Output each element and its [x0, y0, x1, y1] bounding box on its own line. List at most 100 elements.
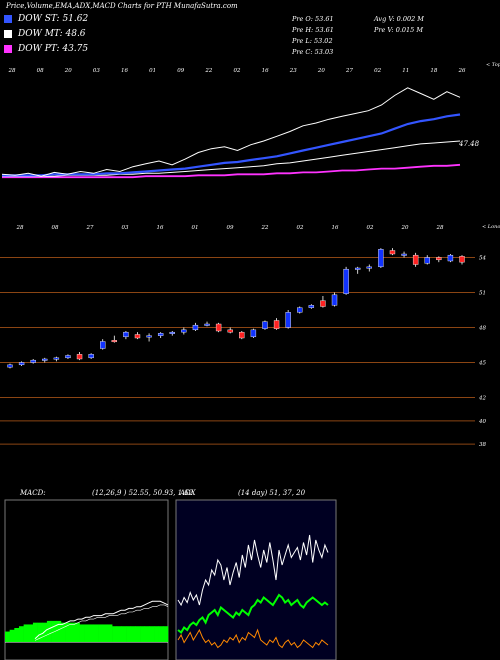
candle-body — [320, 300, 326, 307]
stat-pre-close: Pre C: 53.03 — [292, 48, 334, 56]
macd-line — [34, 600, 169, 640]
price-y-tick-label: 45 — [478, 361, 486, 367]
legend-label-mt: DOW MT: 48.6 — [18, 29, 86, 39]
macd-histogram-bar — [154, 626, 159, 643]
macd-histogram-bar — [144, 626, 150, 643]
candle-body — [401, 253, 407, 256]
candle-body — [7, 364, 13, 368]
stat-pre-high: Pre H: 53.61 — [292, 26, 334, 34]
adx-panel-frame — [175, 499, 337, 660]
page-title: Price,Volume,EMA,ADX,MACD Charts for PTH… — [6, 2, 238, 10]
price-y-tick-label: 48 — [478, 326, 486, 332]
macd-histogram-bar — [88, 624, 94, 643]
macd-histogram-bar — [32, 622, 38, 643]
ema-top-tick: 02 — [234, 68, 241, 74]
legend-dow-pt: DOW PT: 43.75 — [4, 44, 88, 54]
price-y-tick-label: 38 — [479, 442, 486, 448]
macd-histogram-bar — [56, 620, 62, 643]
ema-top-right-label: < Topu — [486, 62, 500, 68]
adx-line — [177, 534, 329, 607]
ema-line-ema-long — [2, 163, 461, 179]
macd-histogram-bar — [84, 624, 90, 643]
macd-histogram-bar — [158, 626, 164, 643]
legend-label-pt: DOW PT: 43.75 — [18, 44, 89, 54]
macd-histogram-bar — [107, 624, 113, 643]
adx-plus-di-line — [177, 593, 329, 634]
price-top-tick: 02 — [367, 225, 374, 231]
ema-top-tick: 16 — [121, 68, 128, 74]
macd-histogram-bar — [9, 629, 15, 643]
candle-body — [157, 333, 164, 336]
price-top-tick: 02 — [297, 225, 304, 231]
macd-histogram-bar — [130, 626, 136, 643]
candle-body — [424, 257, 430, 264]
candle-body — [215, 323, 222, 332]
candle-body — [227, 329, 233, 333]
macd-histogram-bar — [121, 626, 127, 643]
price-top-tick: 27 — [86, 225, 94, 231]
price-y-tick-label: 54 — [479, 256, 486, 262]
ema-top-tick: 28 — [8, 68, 16, 74]
macd-histogram-bar — [37, 622, 43, 643]
candle-body — [123, 331, 129, 338]
ema-line-price — [1, 87, 461, 177]
ema-top-tick: 01 — [149, 68, 156, 74]
ema-top-tick: 20 — [64, 68, 72, 74]
price-top-tick: 01 — [192, 225, 199, 231]
price-top-tick: 20 — [401, 225, 409, 231]
adx-minus-di-line — [177, 628, 329, 649]
macd-histogram-bar — [126, 626, 132, 643]
macd-histogram-bar — [60, 622, 66, 643]
candle-body — [100, 341, 106, 349]
price-top-tick: 03 — [122, 225, 129, 231]
ema-top-tick: 23 — [289, 68, 297, 74]
candle-body — [88, 354, 94, 359]
legend-label-st: DOW ST: 51.62 — [18, 14, 89, 24]
candle-body — [169, 331, 175, 334]
ema-top-tick: 03 — [93, 68, 100, 74]
price-top-tick: 08 — [52, 225, 59, 231]
macd-histogram-bar — [28, 624, 34, 643]
macd-histogram-bar — [79, 624, 85, 643]
price-top-tick: 28 — [436, 225, 444, 231]
candle-body — [331, 294, 338, 306]
stat-pre-volume: Pre V: 0.015 M — [374, 26, 424, 34]
legend-dow-mt: DOW MT: 48.6 — [4, 29, 86, 39]
macd-histogram-bar — [42, 622, 48, 643]
candle-body — [146, 335, 152, 338]
price-top-tick: 22 — [261, 225, 269, 231]
ema-top-tick: 08 — [37, 68, 44, 74]
macd-histogram-bar — [18, 626, 24, 643]
legend-swatch-pt — [4, 45, 12, 53]
candle-body — [134, 334, 141, 339]
ema-top-tick: 02 — [374, 68, 381, 74]
macd-histogram-bar — [5, 631, 10, 643]
candle-body — [111, 340, 118, 343]
ema-top-tick: 20 — [317, 68, 325, 74]
price-y-tick-label: 42 — [478, 396, 486, 402]
ema-top-tick: 22 — [204, 68, 212, 74]
candle-body — [412, 254, 419, 265]
candle-body — [285, 312, 291, 328]
candle-body — [250, 329, 257, 338]
legend-swatch-st — [4, 15, 12, 23]
candle-body — [447, 254, 454, 262]
legend-swatch-mt — [4, 30, 12, 38]
macd-histogram-bar — [102, 624, 108, 643]
ema-top-tick: 11 — [402, 68, 409, 74]
macd-histogram-bar — [70, 622, 76, 643]
ema-line-ema-short — [2, 113, 461, 177]
stat-avg-volume: Avg V: 0.002 M — [374, 15, 424, 23]
candle-body — [53, 357, 60, 360]
macd-histogram-bar — [14, 628, 20, 643]
macd-histogram-bar — [116, 626, 122, 643]
price-y-tick-label: 40 — [478, 419, 486, 425]
candle-body — [192, 324, 199, 331]
candle-body — [42, 358, 48, 361]
price-top-tick: 09 — [227, 225, 234, 231]
ema-top-tick: 18 — [430, 68, 437, 74]
stat-pre-low: Pre L: 53.02 — [292, 37, 333, 45]
candle-body — [297, 307, 303, 313]
candle-body — [436, 257, 442, 261]
candle-body — [459, 256, 465, 263]
